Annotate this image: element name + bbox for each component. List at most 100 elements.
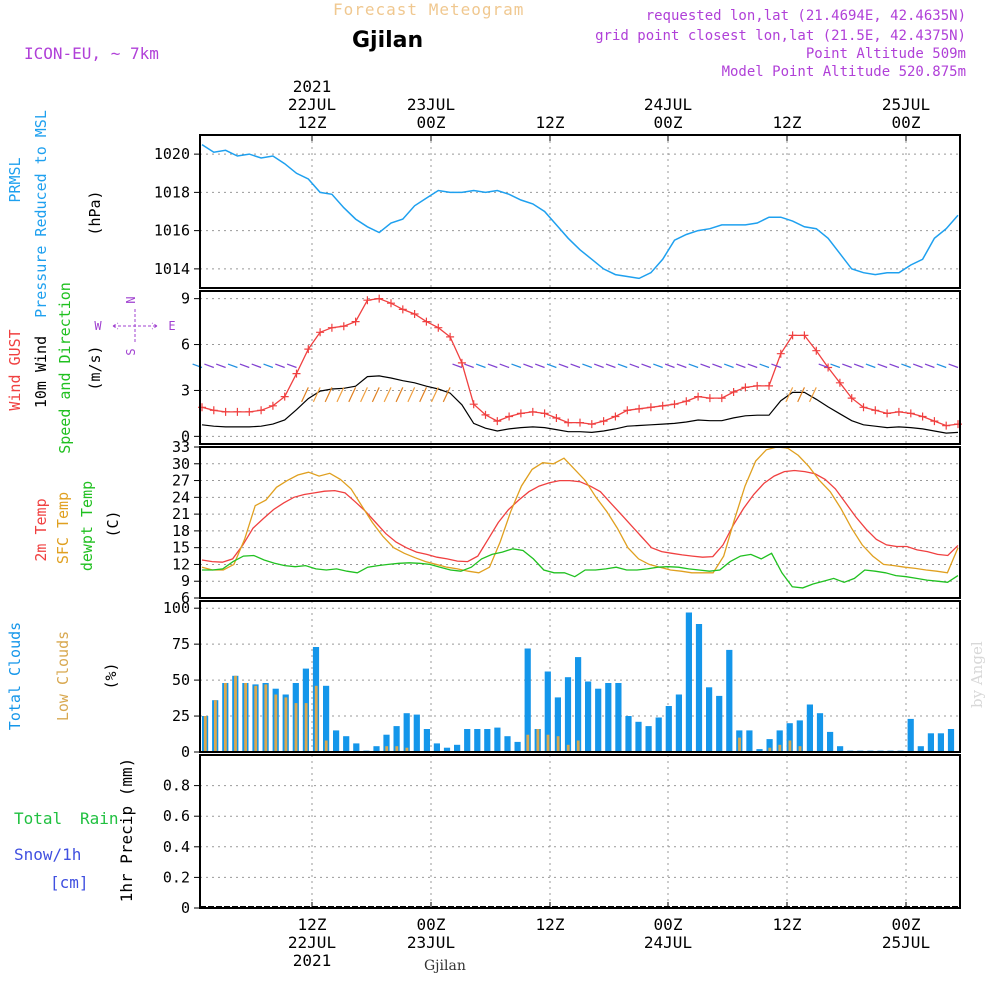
wind-arrow	[464, 363, 474, 369]
y-tick-label: 1014	[154, 260, 190, 278]
wind-label: 10m Wind	[32, 336, 50, 408]
top-hour-label: 00Z	[417, 113, 446, 132]
total-clouds-bar	[766, 739, 773, 752]
gust-marker	[611, 412, 620, 421]
y-tick-label: 9	[181, 572, 190, 590]
y-tick-label: 21	[172, 505, 190, 523]
compass-east: E	[168, 319, 175, 333]
total-clouds-bar	[796, 720, 803, 752]
wind-arrow	[227, 363, 238, 369]
total-clouds-bar	[615, 683, 622, 752]
wind-arrow	[534, 363, 545, 369]
wind-arrow	[475, 363, 486, 369]
model-altitude: Model Point Altitude 520.875m	[721, 64, 966, 80]
low-clouds-bar	[214, 700, 217, 752]
model-name: ICON-EU, ~ 7km	[24, 44, 159, 63]
bottom-hour-label: 12Z	[298, 915, 327, 934]
precip-rain-label: Rain	[80, 809, 119, 828]
gust-marker	[327, 323, 336, 332]
wind-arrow	[605, 363, 616, 369]
low-clouds-bar	[244, 683, 247, 752]
compass-arrows	[112, 309, 158, 343]
low-clouds-bar	[254, 685, 258, 752]
low-clouds-bar	[405, 747, 409, 752]
wind-arrow	[558, 363, 569, 369]
wind-arrow	[204, 363, 215, 369]
compass-west: W	[94, 319, 102, 333]
total-clouds-bar	[443, 747, 451, 752]
wind-arrow	[771, 363, 782, 369]
total-clouds-bar	[605, 683, 612, 752]
wind-arrow	[360, 387, 368, 403]
y-tick-label: 0	[181, 427, 190, 445]
top-hour-label: 00Z	[654, 113, 683, 132]
total-clouds-bar	[544, 671, 551, 752]
low-clouds-bar	[536, 729, 540, 752]
top-hour-label: 00Z	[892, 113, 921, 132]
compass-south: S	[124, 348, 138, 355]
pressure-unit: (hPa)	[86, 190, 104, 235]
wind-arrow	[617, 363, 628, 369]
panel-frame	[199, 290, 961, 445]
panel-frame	[199, 446, 961, 599]
gust-marker	[481, 410, 490, 419]
gust-marker	[576, 418, 584, 427]
wind-arrow	[286, 363, 297, 369]
wind-arrow	[759, 363, 770, 369]
bottom-date-label: 22JUL	[288, 933, 336, 952]
total-clouds-bar	[756, 749, 763, 752]
y-tick-label: 0	[181, 899, 190, 917]
low-clouds-bar	[203, 716, 207, 752]
total-clouds-bar	[554, 697, 561, 752]
wind-arrow	[842, 363, 852, 369]
wind-arrow	[523, 363, 533, 369]
compass-north: N	[124, 296, 138, 303]
bottom-hour-label: 12Z	[536, 915, 565, 934]
panel-frame	[199, 600, 961, 753]
bottom-date-label: 25JUL	[882, 933, 930, 952]
total-clouds-bar	[323, 685, 330, 752]
wind-arrow	[889, 363, 900, 369]
wind-arrow	[735, 363, 746, 369]
total-clouds-bar	[827, 731, 834, 752]
total-clouds-bar	[524, 648, 531, 752]
y-tick-label: 0.8	[163, 777, 190, 795]
low-clouds-bar	[294, 703, 298, 752]
gust-marker	[446, 332, 455, 341]
total-clouds-bar	[433, 743, 440, 752]
total-clouds-bar	[837, 746, 844, 752]
gust-marker	[824, 363, 833, 372]
wind-arrow	[593, 363, 604, 369]
total-clouds-bar	[564, 677, 572, 752]
top-hour-label: 12Z	[773, 113, 802, 132]
total-clouds-bar	[383, 734, 390, 752]
total-clouds-bar	[947, 729, 955, 752]
temp-2m-line	[201, 469, 959, 563]
top-hour-label: 12Z	[536, 113, 565, 132]
gust-marker	[339, 322, 348, 331]
y-tick-label: 1020	[154, 145, 190, 163]
wind-arrow	[723, 363, 734, 369]
total-clouds-bar	[625, 716, 632, 752]
gust-marker	[894, 407, 903, 416]
dewpt-line	[202, 548, 959, 589]
gust-marker	[883, 409, 892, 418]
total-clouds-bar	[806, 704, 813, 752]
total-clouds-bar	[484, 729, 491, 752]
precip-total-label: Total	[14, 809, 62, 828]
wind-arrow	[653, 363, 663, 369]
y-tick-label: 25	[172, 707, 190, 725]
precip-snow-label: Snow/1h	[14, 845, 81, 864]
wind-arrow	[641, 363, 652, 369]
wind-arrow	[664, 363, 675, 369]
total-clouds-bar	[464, 729, 471, 752]
total-clouds-bar	[393, 726, 400, 752]
gust-marker	[859, 403, 868, 412]
wind-arrow	[452, 363, 463, 369]
gust-marker	[292, 369, 301, 378]
gust-marker	[717, 394, 726, 403]
y-tick-label: 1016	[154, 222, 190, 240]
y-tick-label: 0.6	[163, 807, 190, 825]
wind-dir-label: Speed and Direction	[56, 282, 74, 454]
wind-arrow	[808, 387, 817, 403]
